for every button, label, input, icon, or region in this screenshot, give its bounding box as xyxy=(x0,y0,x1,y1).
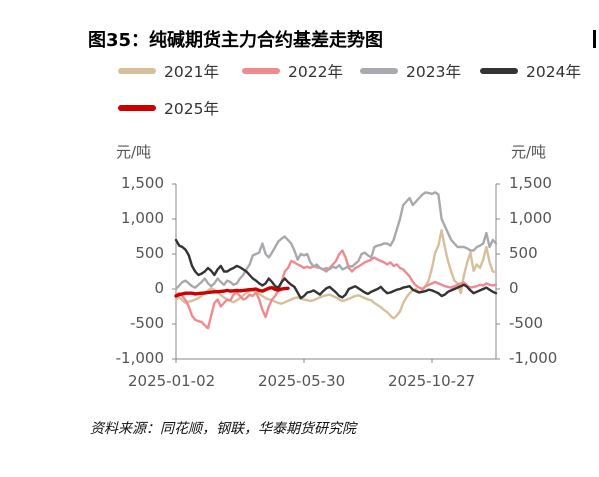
y-tick-right: -1,000 xyxy=(509,349,558,367)
legend-item-2025: 2025年 xyxy=(118,97,219,119)
edge-marker xyxy=(593,30,596,48)
legend-item-2023: 2023年 xyxy=(360,60,461,82)
series-line-2025 xyxy=(174,285,290,298)
y-tick-right: 0 xyxy=(509,279,519,297)
legend-label-2021: 2021年 xyxy=(164,63,219,81)
y-tick-left: -500 xyxy=(129,314,164,332)
x-tick: 2025-10-27 xyxy=(388,372,476,390)
y-tick-right: 1,000 xyxy=(509,209,552,227)
y-tick-right: 1,500 xyxy=(509,174,552,192)
legend-item-2024: 2024年 xyxy=(480,60,581,82)
y-tick-right: 500 xyxy=(509,244,538,262)
legend-label-2025: 2025年 xyxy=(164,100,219,118)
x-tick: 2025-05-30 xyxy=(258,372,346,390)
y-axis-unit-right: 元/吨 xyxy=(511,143,547,161)
legend-swatch-2024 xyxy=(480,68,518,74)
legend-label-2023: 2023年 xyxy=(406,63,461,81)
source-note: 资料来源：同花顺，钢联，华泰期货研究院 xyxy=(90,421,356,437)
legend-swatch-2021 xyxy=(118,68,156,74)
y-tick-left: 500 xyxy=(135,244,164,262)
series-line-2024 xyxy=(174,238,498,300)
x-tick: 2025-01-02 xyxy=(128,372,216,390)
legend-item-2022: 2022年 xyxy=(242,60,343,82)
legend-swatch-2022 xyxy=(242,68,280,74)
y-axis-unit-left: 元/吨 xyxy=(116,143,152,161)
series-line-2022 xyxy=(174,249,498,330)
legend-swatch-2025 xyxy=(118,105,156,111)
legend-item-2021: 2021年 xyxy=(118,60,219,82)
legend-label-2024: 2024年 xyxy=(526,63,581,81)
legend-label-2022: 2022年 xyxy=(288,63,343,81)
y-tick-left: 1,000 xyxy=(121,209,164,227)
figure-title: 图35：纯碱期货主力合约基差走势图 xyxy=(88,30,384,51)
series-line-2023 xyxy=(174,191,498,291)
y-tick-left: 0 xyxy=(154,279,164,297)
y-tick-left: 1,500 xyxy=(121,174,164,192)
series-line-2021 xyxy=(174,228,498,320)
y-tick-right: -500 xyxy=(509,314,544,332)
legend-swatch-2023 xyxy=(360,68,398,74)
y-tick-left: -1,000 xyxy=(115,349,164,367)
